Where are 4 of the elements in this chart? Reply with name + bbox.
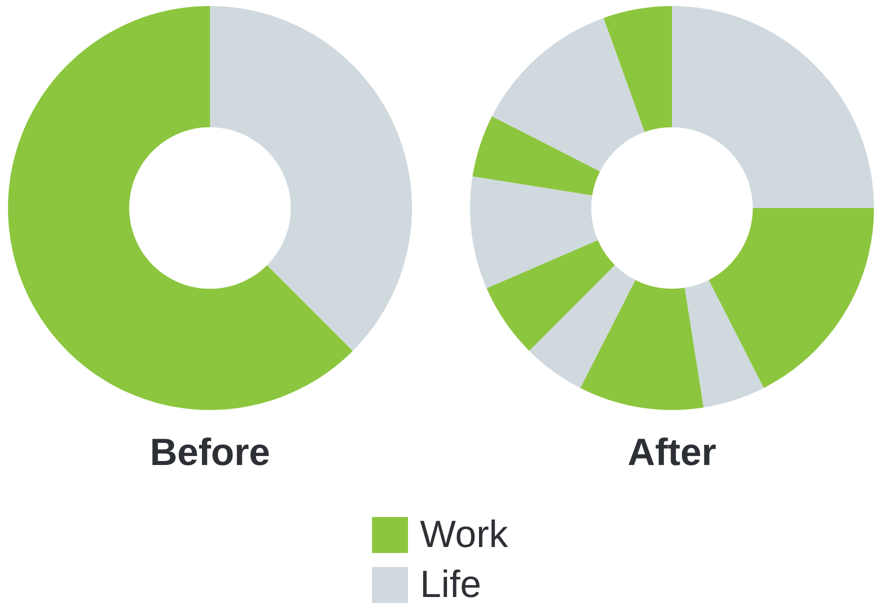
text: After [626, 432, 718, 475]
text: Before [148, 432, 272, 475]
legend-label: Life [420, 564, 482, 606]
legend-label: Work [420, 514, 508, 556]
